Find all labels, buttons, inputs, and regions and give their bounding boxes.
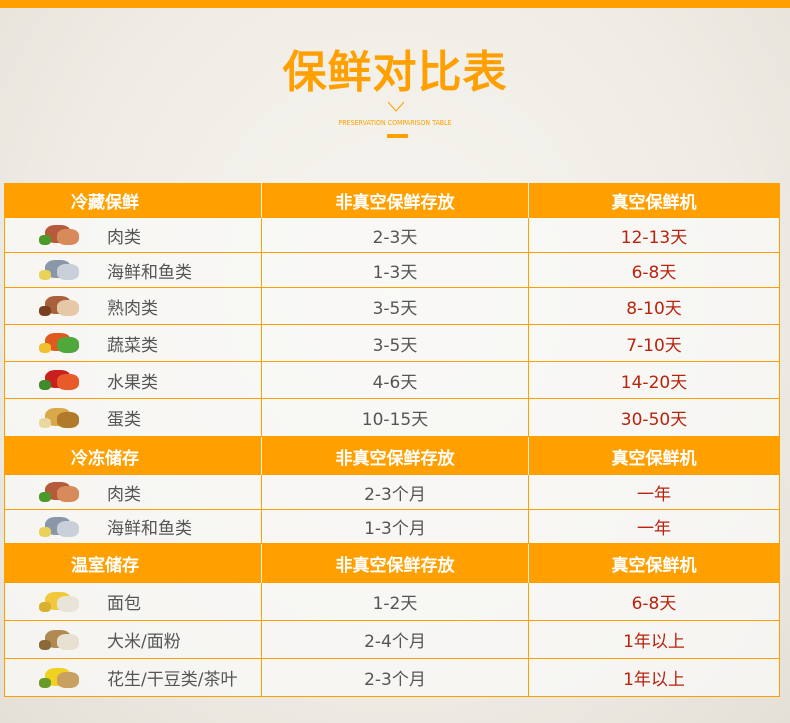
table-row: 肉类 2-3天 12-13天 — [5, 218, 779, 253]
normal-storage-value: 1-3个月 — [262, 510, 529, 543]
fruit-icon — [37, 366, 83, 394]
column-header-vacuum: 真空保鲜机 — [611, 193, 697, 213]
fish-icon — [37, 513, 83, 541]
table-row: 花生/干豆类/茶叶 2-3个月 1年以上 — [5, 659, 779, 697]
food-cell: 水果类 — [5, 362, 262, 398]
normal-storage-value: 2-3天 — [262, 218, 529, 252]
vacuum-storage-value: 6-8天 — [631, 262, 677, 283]
table-row: 蛋类 10-15天 30-50天 — [5, 399, 779, 437]
rice-flour-icon — [37, 626, 83, 654]
vacuum-storage-value: 1年以上 — [623, 632, 685, 652]
vacuum-storage-value: 8-10天 — [626, 298, 682, 319]
food-name: 海鲜和鱼类 — [107, 519, 192, 539]
vacuum-storage-value: 6-8天 — [631, 594, 677, 614]
comparison-table: 冷藏保鲜 非真空保鲜存放 真空保鲜机 肉类 2-3天 12-13天 海鲜和鱼类 1-3天 6-8… — [4, 183, 780, 697]
food-name: 蛋类 — [107, 410, 141, 430]
meat-icon — [37, 478, 83, 506]
top-accent-bar — [0, 0, 790, 8]
normal-storage-value: 3-5天 — [262, 325, 529, 361]
meat-icon — [37, 221, 83, 249]
section-header-row: 温室储存 非真空保鲜存放 真空保鲜机 — [5, 544, 779, 583]
title-underline — [387, 134, 408, 138]
food-cell: 大米/面粉 — [5, 621, 262, 658]
normal-storage-value: 2-3个月 — [262, 475, 529, 509]
page-subtitle: PRESERVATION COMPARISON TABLE — [338, 119, 452, 127]
vacuum-storage-value: 12-13天 — [620, 227, 688, 248]
food-name: 大米/面粉 — [107, 632, 181, 652]
column-header-normal: 非真空保鲜存放 — [262, 183, 529, 218]
vacuum-storage-value: 30-50天 — [620, 410, 688, 430]
vacuum-storage-value: 14-20天 — [620, 372, 688, 393]
food-cell: 蔬菜类 — [5, 325, 262, 361]
food-name: 海鲜和鱼类 — [107, 262, 192, 283]
normal-storage-value: 3-5天 — [262, 288, 529, 324]
food-name: 花生/干豆类/茶叶 — [107, 670, 238, 690]
food-name: 面包 — [107, 594, 141, 614]
vacuum-storage-value: 7-10天 — [626, 335, 682, 356]
normal-storage-value: 1-2天 — [262, 583, 529, 620]
normal-storage-value: 2-4个月 — [262, 621, 529, 658]
food-name: 肉类 — [107, 484, 141, 505]
table-row: 水果类 4-6天 14-20天 — [5, 362, 779, 399]
eggs-icon — [37, 404, 83, 432]
food-name: 肉类 — [107, 227, 141, 248]
food-name: 蔬菜类 — [107, 335, 158, 356]
column-header-vacuum: 真空保鲜机 — [611, 448, 697, 469]
food-name: 熟肉类 — [107, 298, 158, 319]
food-cell: 海鲜和鱼类 — [5, 253, 262, 287]
section-header-row: 冷冻储存 非真空保鲜存放 真空保鲜机 — [5, 437, 779, 475]
table-row: 熟肉类 3-5天 8-10天 — [5, 288, 779, 325]
food-cell: 肉类 — [5, 218, 262, 252]
section-title: 温室储存 — [5, 544, 262, 583]
section-header-row: 冷藏保鲜 非真空保鲜存放 真空保鲜机 — [5, 183, 779, 218]
food-cell: 海鲜和鱼类 — [5, 510, 262, 543]
food-cell: 花生/干豆类/茶叶 — [5, 659, 262, 696]
vacuum-storage-value: 1年以上 — [623, 670, 685, 690]
table-row: 海鲜和鱼类 1-3天 6-8天 — [5, 253, 779, 288]
table-row: 蔬菜类 3-5天 7-10天 — [5, 325, 779, 362]
bread-icon — [37, 588, 83, 616]
section-title: 冷藏保鲜 — [5, 183, 262, 218]
table-row: 海鲜和鱼类 1-3个月 一年 — [5, 510, 779, 544]
food-cell: 蛋类 — [5, 399, 262, 436]
chevron-down-icon — [387, 101, 405, 112]
food-name: 水果类 — [107, 372, 158, 393]
section-title: 冷冻储存 — [5, 437, 262, 475]
normal-storage-value: 1-3天 — [262, 253, 529, 287]
peanuts-tea-icon — [37, 664, 83, 692]
table-row: 大米/面粉 2-4个月 1年以上 — [5, 621, 779, 659]
food-cell: 肉类 — [5, 475, 262, 509]
fish-icon — [37, 256, 83, 284]
vacuum-storage-value: 一年 — [637, 519, 671, 539]
table-row: 面包 1-2天 6-8天 — [5, 583, 779, 621]
food-cell: 面包 — [5, 583, 262, 620]
table-row: 肉类 2-3个月 一年 — [5, 475, 779, 510]
column-header-normal: 非真空保鲜存放 — [262, 544, 529, 583]
vacuum-storage-value: 一年 — [637, 484, 671, 505]
cooked-meat-icon — [37, 292, 83, 320]
normal-storage-value: 10-15天 — [262, 399, 529, 436]
normal-storage-value: 2-3个月 — [262, 659, 529, 696]
page-title: 保鲜对比表 — [282, 47, 508, 98]
column-header-vacuum: 真空保鲜机 — [611, 556, 697, 576]
food-cell: 熟肉类 — [5, 288, 262, 324]
normal-storage-value: 4-6天 — [262, 362, 529, 398]
column-header-normal: 非真空保鲜存放 — [262, 437, 529, 475]
vegetables-icon — [37, 329, 83, 357]
